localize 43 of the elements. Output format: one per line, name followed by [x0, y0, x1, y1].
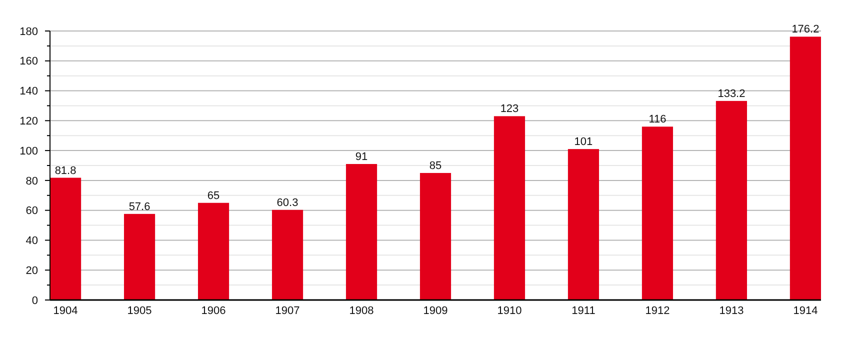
bar: [420, 172, 452, 300]
bar: [124, 214, 156, 300]
data-label: 116: [648, 114, 666, 126]
data-label: 60.3: [276, 196, 298, 209]
x-tick-label: 1906: [201, 305, 226, 317]
data-label: 81.8: [54, 164, 76, 177]
data-label: 101: [574, 136, 593, 148]
data-label: 91: [355, 151, 368, 164]
y-tick-label: 140: [20, 86, 38, 98]
bar: [568, 149, 600, 300]
bar: [198, 202, 230, 300]
y-tick-label: 0: [32, 294, 38, 307]
data-label: 123: [500, 103, 519, 116]
bar: [346, 164, 378, 300]
x-tick-label: 1908: [349, 305, 374, 317]
x-tick-label: 1905: [127, 305, 152, 317]
bar: [272, 210, 304, 300]
y-tick-label: 60: [26, 205, 38, 218]
bar: [494, 116, 526, 300]
x-tick-label: 1911: [572, 305, 596, 317]
x-tick-label: 1909: [423, 305, 448, 317]
bar: [50, 178, 82, 300]
x-tick-label: 1904: [53, 305, 78, 317]
x-tick-label: 1913: [719, 305, 744, 317]
y-tick-label: 180: [20, 26, 38, 38]
y-tick-label: 20: [26, 264, 38, 277]
bar: [642, 126, 674, 300]
y-tick-label: 80: [26, 175, 38, 188]
data-label: 65: [207, 190, 220, 202]
data-label: 85: [429, 160, 442, 172]
y-tick-label: 120: [20, 116, 38, 128]
bar: [790, 36, 821, 300]
data-label: 57.6: [128, 200, 150, 213]
y-tick-label: 160: [20, 56, 38, 68]
data-label: 176.2: [792, 24, 820, 36]
x-tick-label: 1914: [793, 305, 818, 317]
y-tick-label: 40: [26, 235, 38, 248]
x-tick-label: 1910: [497, 305, 522, 317]
x-tick-label: 1907: [275, 305, 300, 317]
data-label: 133.2: [718, 88, 746, 100]
x-tick-label: 1912: [645, 305, 670, 317]
bar: [716, 100, 748, 300]
y-tick-label: 100: [20, 145, 38, 158]
